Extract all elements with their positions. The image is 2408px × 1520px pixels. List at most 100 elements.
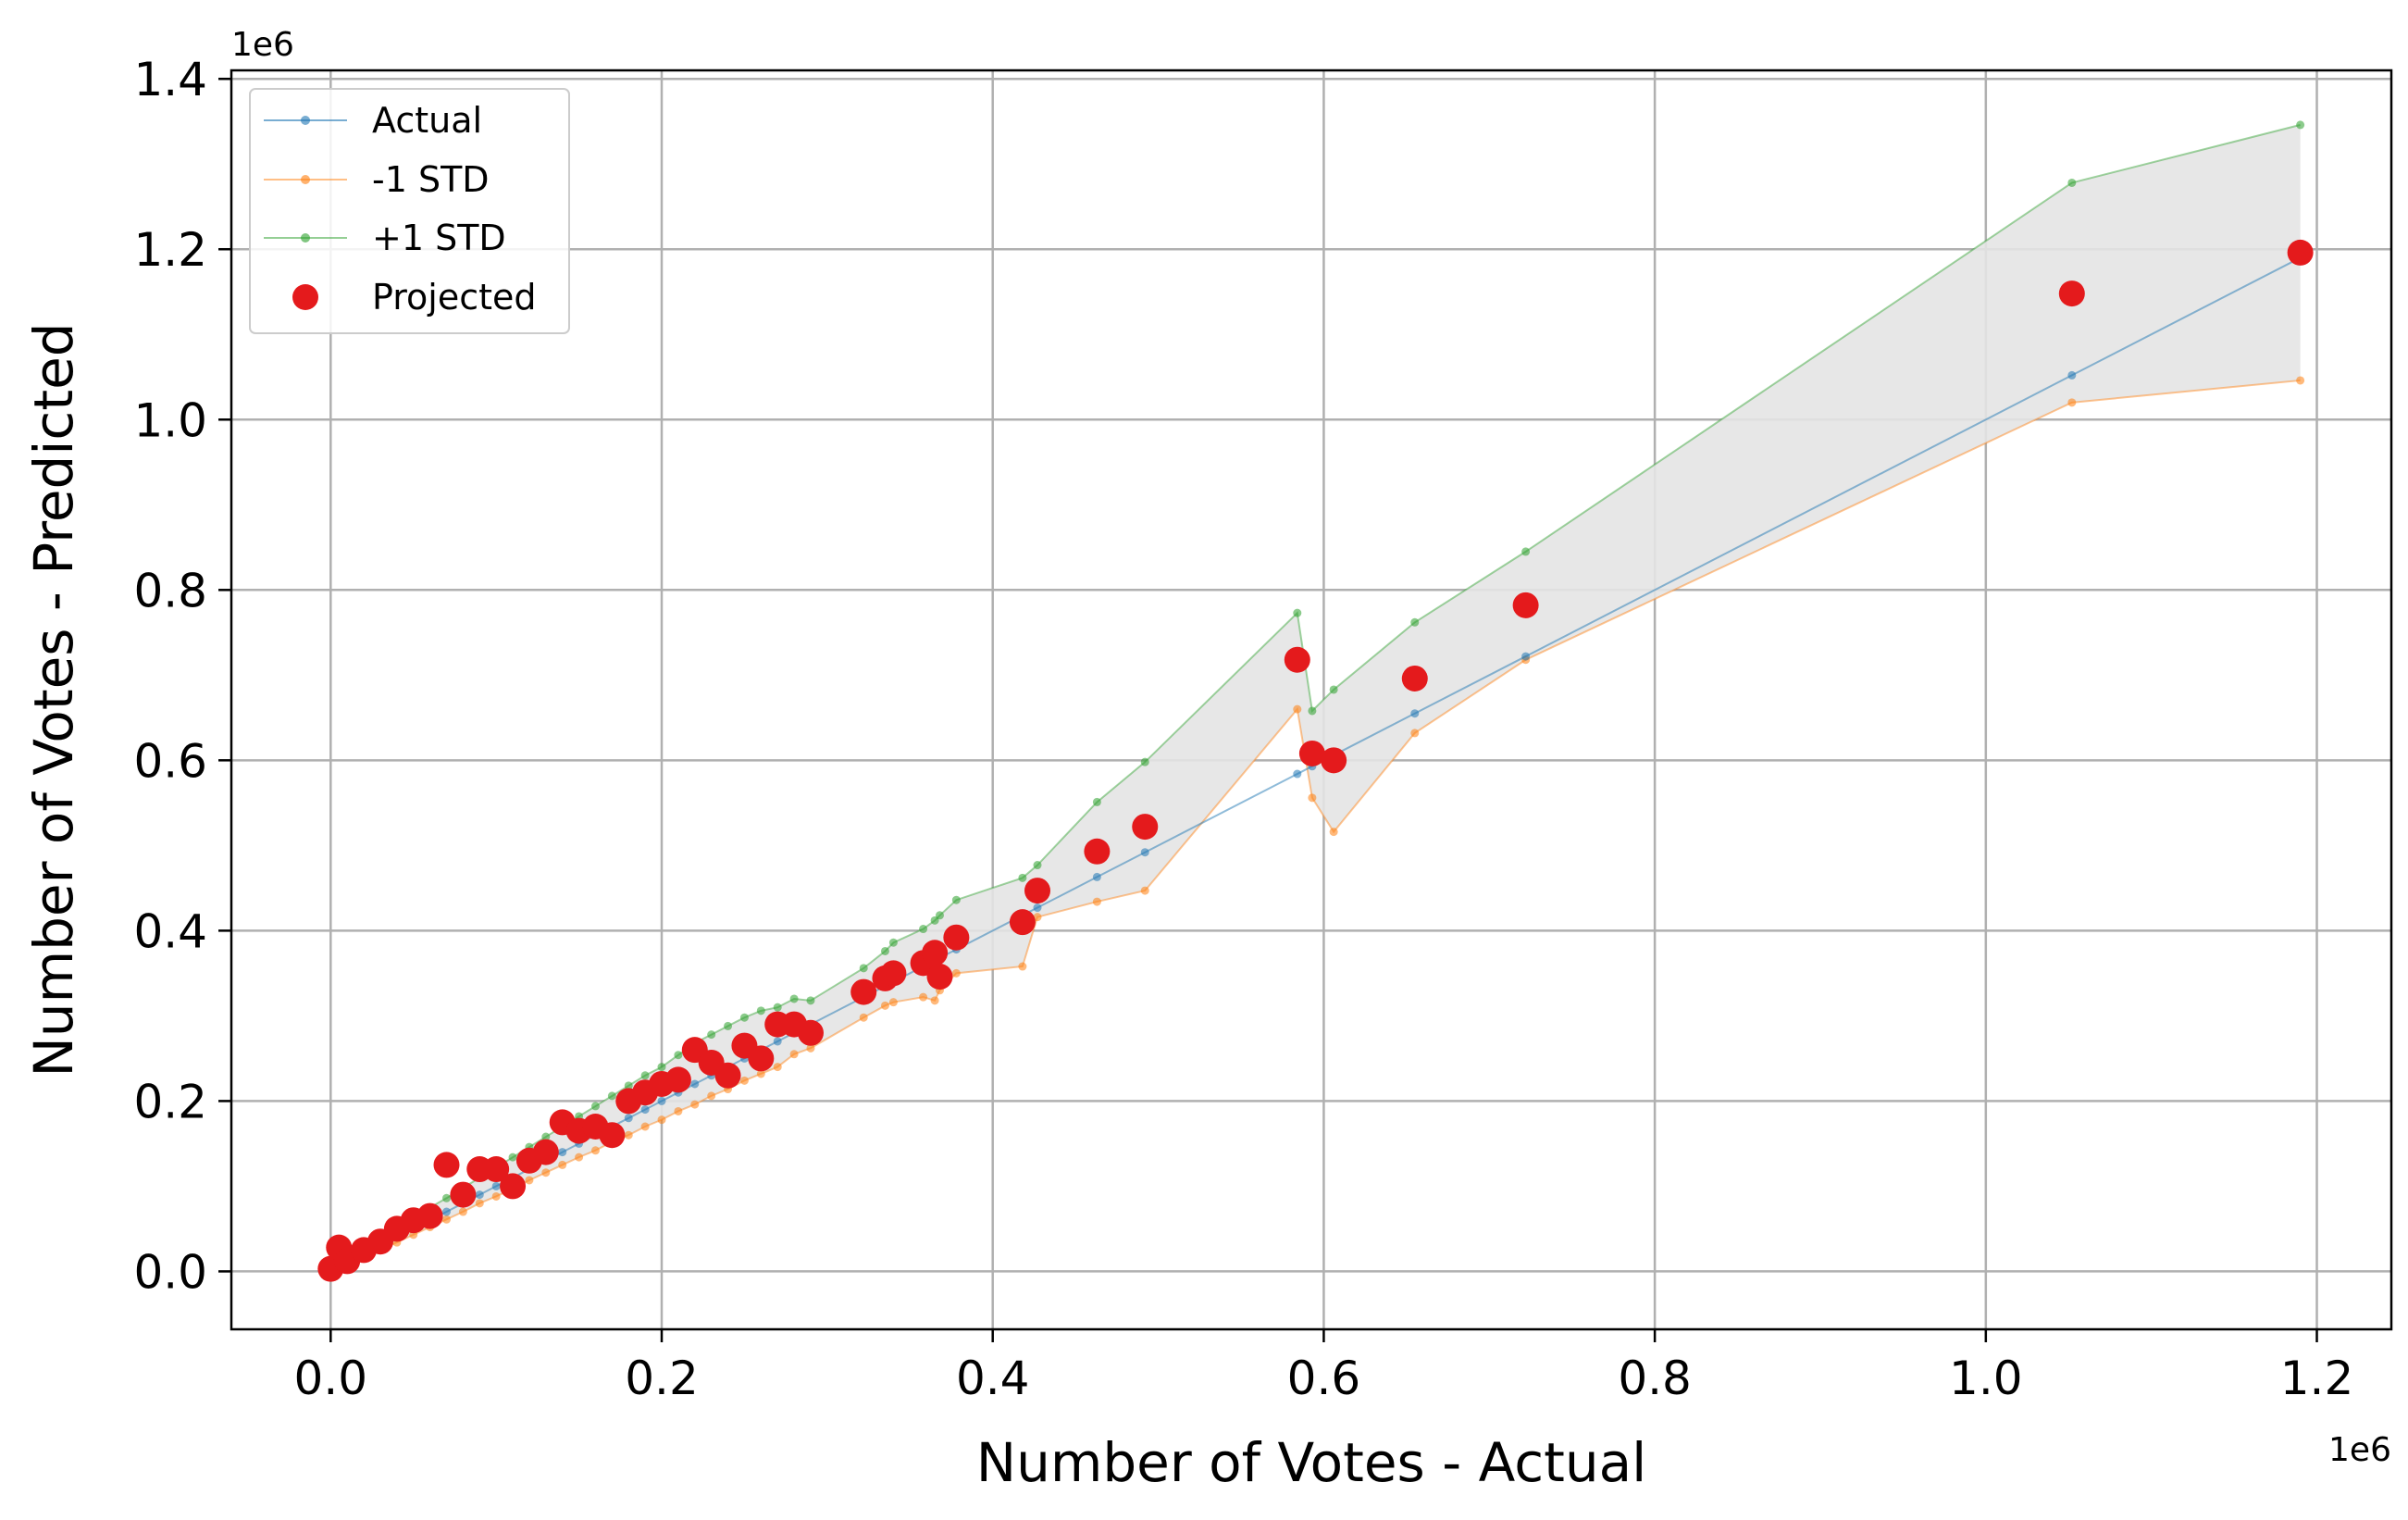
plus-std-point: [789, 994, 799, 1003]
minus-std-point: [624, 1130, 633, 1140]
projected-point: [664, 1066, 691, 1093]
minus-std-point: [475, 1199, 484, 1208]
legend-minus-std-label: -1 STD: [372, 159, 490, 200]
minus-std-point: [707, 1091, 716, 1101]
minus-std-point: [541, 1168, 551, 1177]
projected-point: [1512, 592, 1539, 618]
y-tick-label: 1.0: [133, 393, 207, 447]
plus-std-point: [624, 1081, 633, 1090]
plus-std-point: [640, 1071, 650, 1080]
y-tick-label: 0.2: [133, 1075, 207, 1128]
plus-std-point: [607, 1091, 616, 1101]
minus-std-point: [859, 1013, 868, 1022]
x-axis-label: Number of Votes - Actual: [976, 1431, 1647, 1494]
y-tick-label: 1.4: [133, 53, 207, 106]
minus-std-point: [1329, 828, 1338, 837]
actual-point: [640, 1105, 650, 1115]
plus-std-point: [1033, 861, 1042, 870]
projected-point: [1024, 878, 1051, 904]
plus-std-point: [1329, 685, 1338, 694]
actual-point: [1293, 769, 1302, 779]
plus-std-point: [508, 1152, 517, 1162]
minus-std-point: [558, 1160, 567, 1169]
y-tick-label: 0.6: [133, 734, 207, 788]
plus-std-point: [2067, 178, 2077, 187]
projected-point: [926, 964, 953, 990]
minus-std-point: [756, 1069, 765, 1078]
minus-std-point: [657, 1115, 666, 1125]
x-tick-label: 0.8: [1618, 1352, 1692, 1405]
tick-layer: 0.0 0.2 0.4 0.6 0.8 1.0 1.2 0.0 0.2 0.4 0.6 0.8 1.0 1…: [133, 53, 2353, 1405]
actual-point: [624, 1114, 633, 1123]
minus-std-point: [880, 1001, 889, 1010]
projected-layer: [317, 239, 2314, 1282]
projected-point: [433, 1152, 460, 1178]
y-tick-label: 0.8: [133, 564, 207, 617]
minus-std-point: [2296, 376, 2305, 385]
projected-point: [922, 940, 949, 966]
minus-std-point: [690, 1100, 700, 1109]
plus-std-point: [935, 911, 944, 920]
minus-std-point: [525, 1176, 534, 1185]
minus-std-point: [2067, 398, 2077, 407]
plus-std-point: [880, 946, 889, 955]
plus-std-point: [859, 964, 868, 973]
actual-point: [690, 1079, 700, 1089]
projected-point: [416, 1202, 443, 1229]
actual-point: [1140, 848, 1149, 857]
legend-actual-marker: [301, 116, 310, 125]
plot-frame: [230, 69, 2393, 1331]
y-tick-label: 0.4: [133, 904, 207, 958]
projected-point: [1401, 665, 1428, 691]
minus-std-point: [773, 1063, 782, 1072]
minus-std-point: [491, 1191, 501, 1201]
plus-std-point: [1018, 873, 1027, 882]
minus-std-point: [458, 1207, 467, 1216]
plus-std-point: [442, 1193, 452, 1202]
minus-std-point: [590, 1146, 600, 1155]
projected-point: [532, 1139, 559, 1165]
legend-frame: [249, 88, 570, 334]
actual-point: [657, 1096, 666, 1105]
plus-std-point: [739, 1013, 749, 1022]
projected-point: [1321, 747, 1347, 774]
minus-std-point: [575, 1152, 584, 1162]
legend: Actual -1 STD +1 STD Projected: [249, 88, 570, 334]
projected-point: [599, 1122, 626, 1149]
y-tick-label: 1.2: [133, 223, 207, 277]
projected-point: [943, 924, 970, 951]
std-band: [330, 124, 2301, 1272]
minus-std-point: [888, 998, 898, 1007]
plus-std-point: [657, 1063, 666, 1072]
projected-point: [500, 1173, 527, 1200]
minus-std-point: [1293, 704, 1302, 714]
projected-point: [1284, 646, 1310, 673]
projected-point: [1084, 838, 1111, 865]
plus-std-point: [919, 925, 928, 934]
actual-point: [1092, 872, 1101, 881]
minus-std-point: [640, 1122, 650, 1131]
actual-point: [442, 1207, 452, 1216]
plus-std-point: [2296, 120, 2305, 130]
minus-std-point: [789, 1050, 799, 1059]
plus-std-point: [1521, 547, 1531, 556]
projected-point: [450, 1181, 477, 1208]
plus-std-point: [806, 996, 815, 1005]
plus-std-point: [724, 1021, 733, 1030]
minus-std-point: [1033, 913, 1042, 922]
y-offset-label: 1e6: [231, 26, 294, 64]
plus-std-point: [674, 1051, 683, 1060]
x-tick-label: 1.0: [1949, 1352, 2023, 1405]
actual-point: [558, 1148, 567, 1157]
plus-std-point: [888, 938, 898, 947]
plus-std-point: [590, 1102, 600, 1111]
minus-std-point: [919, 992, 928, 1002]
plus-std-point: [1308, 706, 1317, 716]
actual-point: [2067, 370, 2077, 380]
plus-std-point: [1410, 617, 1420, 627]
minus-std-point: [739, 1076, 749, 1085]
std-band-layer: [330, 124, 2301, 1272]
x-tick-label: 1.2: [2280, 1352, 2354, 1405]
minus-std-point: [1092, 897, 1101, 906]
